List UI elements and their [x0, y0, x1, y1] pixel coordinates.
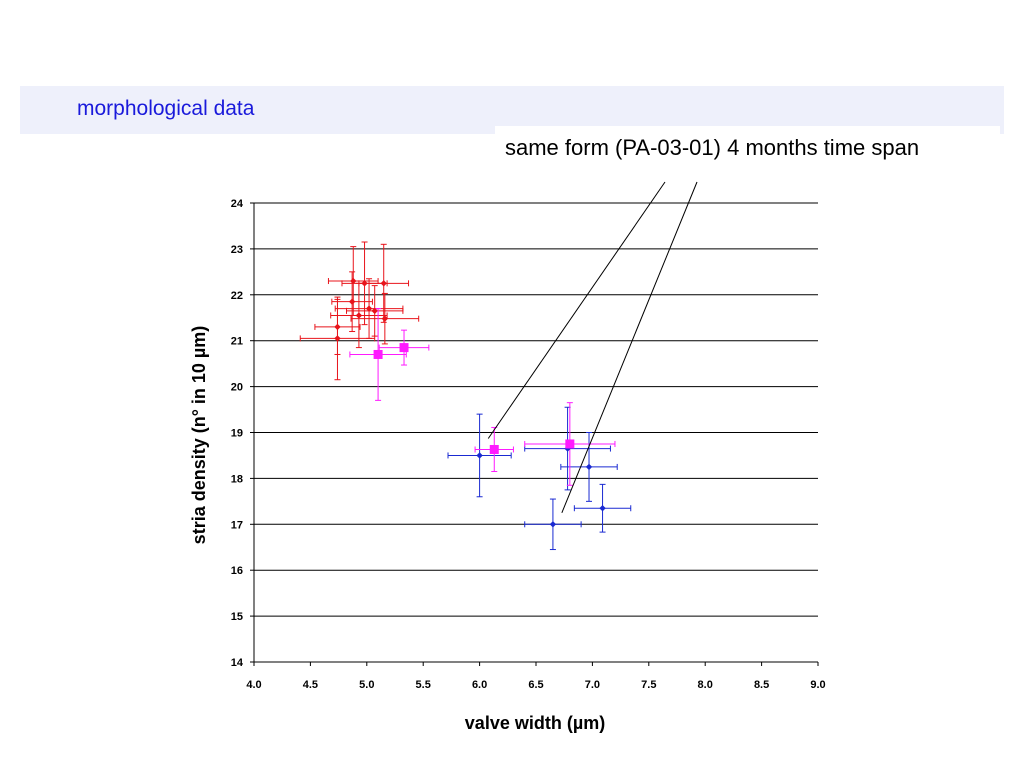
y-tick-label: 22: [231, 290, 243, 302]
x-tick-label: 4.0: [246, 679, 261, 691]
data-point-diamond: [365, 305, 373, 312]
y-tick-labels: 14 15 16 17 18 19 20 21 22 23 24: [231, 198, 244, 669]
x-tick-label: 8.5: [754, 679, 769, 691]
y-tick-label: 23: [231, 244, 243, 256]
x-tick-label: 5.5: [416, 679, 431, 691]
y-tick-label: 16: [231, 565, 243, 577]
annotation-box: [495, 126, 1000, 170]
annotation-text: same form (PA-03-01) 4 months time span: [505, 135, 920, 160]
data-point-diamond: [599, 505, 606, 512]
y-axis-title: stria density (n° in 10 µm): [189, 326, 209, 545]
y-tick-label: 18: [231, 473, 243, 485]
x-tick-label: 4.5: [303, 679, 318, 691]
error-bars: [299, 241, 632, 551]
x-tick-label: 7.0: [585, 679, 600, 691]
x-axis-title: valve width (µm): [465, 713, 605, 733]
y-tick-label: 21: [231, 336, 243, 348]
x-tick-label: 8.0: [698, 679, 713, 691]
annotation-callout-lines: [487, 181, 698, 514]
data-point-diamond: [334, 323, 341, 331]
callout-line: [561, 181, 698, 514]
data-point-square: [373, 349, 383, 359]
data-point-square: [565, 439, 575, 449]
callout-line: [487, 181, 666, 439]
y-tick-label: 20: [231, 382, 243, 394]
data-point-diamond: [381, 315, 389, 322]
x-tick-label: 7.5: [641, 679, 656, 691]
y-tick-label: 17: [231, 519, 243, 531]
y-tick-label: 15: [231, 611, 243, 623]
data-point-diamond: [476, 452, 483, 459]
slide-title: morphological data: [77, 97, 255, 120]
data-point-diamond: [585, 463, 593, 471]
data-point-diamond: [348, 298, 356, 305]
x-tick-label: 6.0: [472, 679, 487, 691]
data-point-diamond: [355, 312, 363, 319]
data-point-diamond: [549, 521, 557, 528]
data-points: [334, 277, 606, 528]
data-point-diamond: [350, 277, 357, 285]
y-tick-label: 14: [231, 657, 244, 669]
data-point-diamond: [380, 280, 387, 287]
data-point-diamond: [371, 307, 378, 315]
x-tick-label: 6.5: [528, 679, 543, 691]
x-tick-labels: 4.0 4.5 5.0 5.5 6.0 6.5 7.0 7.5 8.0 8.5 9.0: [246, 679, 825, 691]
data-point-square: [489, 444, 499, 454]
data-point-square: [399, 343, 409, 353]
data-point-diamond: [361, 280, 368, 287]
y-tick-label: 24: [231, 198, 244, 210]
y-tick-label: 19: [231, 428, 243, 440]
x-tick-label: 9.0: [810, 679, 825, 691]
grid-lines: [254, 202, 818, 663]
axes: [250, 202, 819, 666]
x-tick-label: 5.0: [359, 679, 374, 691]
data-point-diamond: [334, 335, 341, 342]
